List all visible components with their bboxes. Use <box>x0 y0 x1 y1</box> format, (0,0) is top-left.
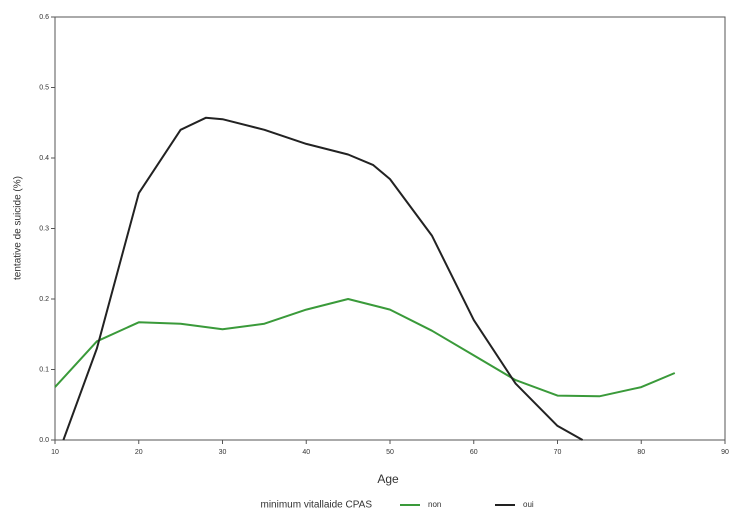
y-tick-label: 0.0 <box>39 437 49 444</box>
x-tick-label: 10 <box>51 449 59 456</box>
y-axis-label: tentative de suicide (%) <box>13 176 24 280</box>
x-tick-label: 30 <box>219 449 227 456</box>
x-tick-label: 80 <box>637 449 645 456</box>
legend-label: non <box>428 500 441 509</box>
line-series <box>62 116 584 441</box>
y-tick-label: 0.4 <box>39 155 49 162</box>
y-tick-label: 0.5 <box>39 84 49 91</box>
x-tick-label: 20 <box>135 449 143 456</box>
y-tick-label: 0.2 <box>39 296 49 303</box>
x-tick-label: 40 <box>302 449 310 456</box>
x-axis-label: Age <box>377 472 399 486</box>
x-tick-label: 70 <box>554 449 562 456</box>
y-tick-label: 0.1 <box>39 366 49 373</box>
plot-frame <box>54 16 726 441</box>
y-tick-label: 0.6 <box>39 14 49 21</box>
x-tick-label: 90 <box>721 449 729 456</box>
legend-label: oui <box>523 500 534 509</box>
x-tick-label: 60 <box>470 449 478 456</box>
line-series <box>54 298 676 398</box>
legend-title: minimum vitallaide CPAS <box>260 500 372 511</box>
x-tick-label: 50 <box>386 449 394 456</box>
y-tick-label: 0.3 <box>39 225 49 232</box>
